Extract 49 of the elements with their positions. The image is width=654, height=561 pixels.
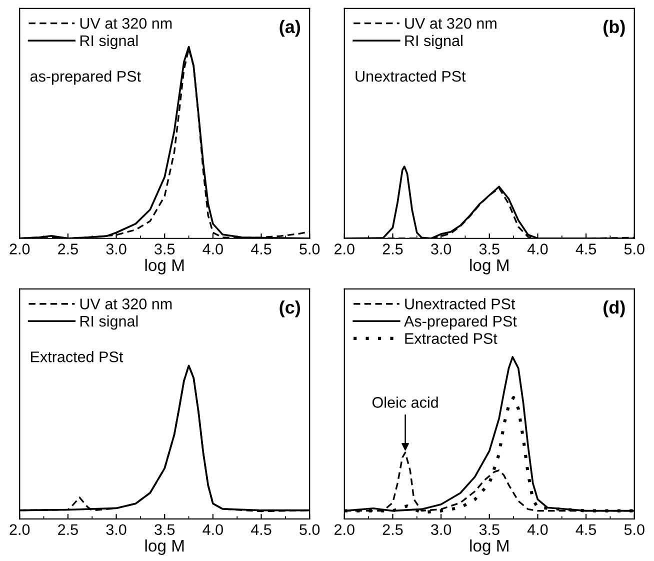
x-tick-label: 4.0 <box>202 524 223 536</box>
x-tick-label: 2.0 <box>334 524 354 536</box>
x-tick-label: 4.0 <box>527 244 548 254</box>
x-tick-label: 3.0 <box>106 524 126 536</box>
x-axis-title: log M <box>145 258 184 274</box>
legend-label: RI signal <box>80 315 138 330</box>
legend-label: UV at 320 nm <box>80 298 172 310</box>
text: (a) <box>280 20 300 37</box>
x-tick-label: 5.0 <box>624 244 644 254</box>
text: Extracted PSt <box>31 351 124 362</box>
legend-label: Unextracted PSt <box>405 298 516 310</box>
x-tick-label: 3.5 <box>154 524 175 536</box>
x-tick-label: 3.5 <box>479 524 500 536</box>
x-tick-label: 4.5 <box>576 244 596 254</box>
legend-label: RI signal <box>80 34 138 50</box>
x-tick-label: 4.5 <box>251 524 272 536</box>
x-tick-label: 3.0 <box>106 244 126 254</box>
x-tick-label: 5.0 <box>300 524 320 536</box>
legend-label: RI signal <box>405 34 462 50</box>
text: (c) <box>280 300 300 318</box>
x-tick-label: 4.0 <box>202 244 223 254</box>
x-tick-label: 4.0 <box>527 524 548 536</box>
x-tick-label: 3.5 <box>154 244 175 254</box>
x-tick-label: 2.5 <box>382 244 403 254</box>
x-tick-label: 5.0 <box>624 524 644 536</box>
x-axis-title: log M <box>470 258 508 274</box>
x-axis-title: log M <box>470 539 508 555</box>
x-tick-label: 2.5 <box>58 244 78 254</box>
legend-label: As-prepared PSt <box>404 315 517 330</box>
x-axis-title: log M <box>145 539 184 555</box>
x-tick-label: 2.5 <box>58 524 78 536</box>
x-tick-label: 3.5 <box>479 244 500 254</box>
x-tick-label: 4.5 <box>576 524 596 536</box>
x-tick-label: 2.0 <box>334 244 354 254</box>
text: Unextracted PSt <box>356 70 466 82</box>
x-tick-label: 3.0 <box>431 244 452 254</box>
x-tick-label: 2.0 <box>10 524 30 536</box>
x-tick-label: 2.0 <box>10 244 30 254</box>
annotation: as-prepared PSt <box>30 70 141 85</box>
legend-label: UV at 320 nm <box>405 18 496 29</box>
x-tick-label: 2.5 <box>382 524 403 536</box>
x-tick-label: 3.0 <box>431 524 452 536</box>
legend-label: UV at 320 nm <box>80 18 172 29</box>
text: (b) <box>604 20 625 37</box>
annotation: Oleic acid <box>372 396 438 408</box>
x-tick-label: 5.0 <box>300 244 320 254</box>
x-tick-label: 4.5 <box>251 244 272 254</box>
text: (d) <box>604 300 625 318</box>
legend-label: Extracted PSt <box>405 332 498 344</box>
